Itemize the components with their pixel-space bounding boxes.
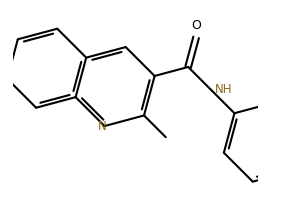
Text: N: N xyxy=(98,120,107,132)
Text: NH: NH xyxy=(215,83,233,96)
Text: O: O xyxy=(191,19,201,33)
